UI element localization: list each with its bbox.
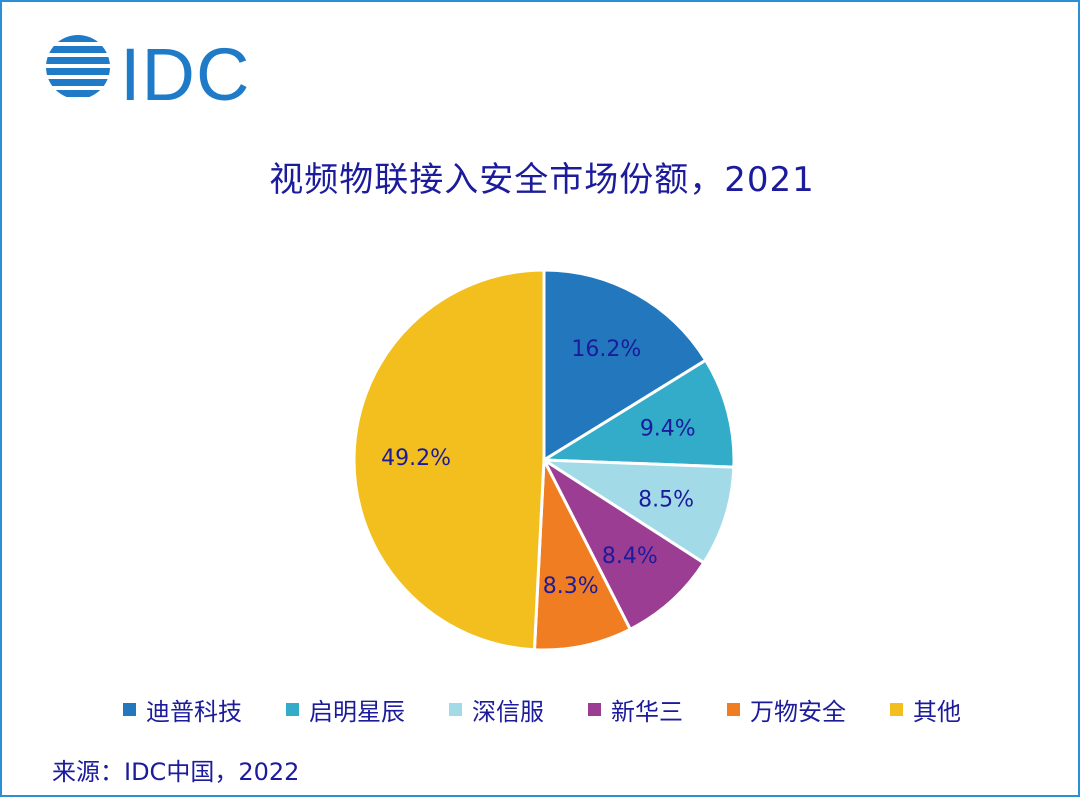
pie-slice-1 xyxy=(539,358,736,469)
pie-slice-3 xyxy=(540,455,706,632)
slice-label-5: 49.2% xyxy=(381,446,451,471)
source-note: 来源：IDC中国，2022 xyxy=(52,758,300,786)
legend-label: 新华三 xyxy=(611,698,683,726)
slice-label-4: 8.3% xyxy=(543,574,599,599)
slice-label-2: 8.5% xyxy=(638,487,694,512)
slice-label-0: 16.2% xyxy=(571,337,641,362)
legend-item-1: 启明星辰 xyxy=(286,692,405,727)
legend-swatch xyxy=(123,703,136,716)
legend-label: 万物安全 xyxy=(750,698,846,726)
legend-swatch xyxy=(449,703,462,716)
slice-label-3: 8.4% xyxy=(602,544,658,569)
legend-swatch xyxy=(286,703,299,716)
legend-item-0: 迪普科技 xyxy=(123,692,242,727)
legend-label: 启明星辰 xyxy=(309,698,405,726)
slice-label-1: 9.4% xyxy=(640,416,696,441)
pie-slice-4 xyxy=(532,454,633,652)
pie-slice-5 xyxy=(352,268,546,652)
legend-swatch xyxy=(890,703,903,716)
legend-label: 迪普科技 xyxy=(146,698,242,726)
legend-swatch xyxy=(727,703,740,716)
legend-label: 深信服 xyxy=(472,698,544,726)
idc-logo: IDC xyxy=(46,33,250,112)
legend: 迪普科技 启明星辰 深信服 新华三 万物安全 其他 xyxy=(2,692,1080,727)
legend-item-3: 新华三 xyxy=(588,692,683,727)
chart-title: 视频物联接入安全市场份额，2021 xyxy=(269,160,815,200)
legend-item-5: 其他 xyxy=(890,692,961,727)
pie-slice-0 xyxy=(542,268,708,463)
legend-item-4: 万物安全 xyxy=(727,692,846,727)
pie-slice-2 xyxy=(538,458,736,565)
legend-swatch xyxy=(588,703,601,716)
logo-text: IDC xyxy=(120,33,250,112)
legend-item-2: 深信服 xyxy=(449,692,544,727)
pie-chart: 16.2% 9.4% 8.5% 8.4%8.3% 49.2% xyxy=(352,268,736,652)
legend-label: 其他 xyxy=(913,698,961,726)
